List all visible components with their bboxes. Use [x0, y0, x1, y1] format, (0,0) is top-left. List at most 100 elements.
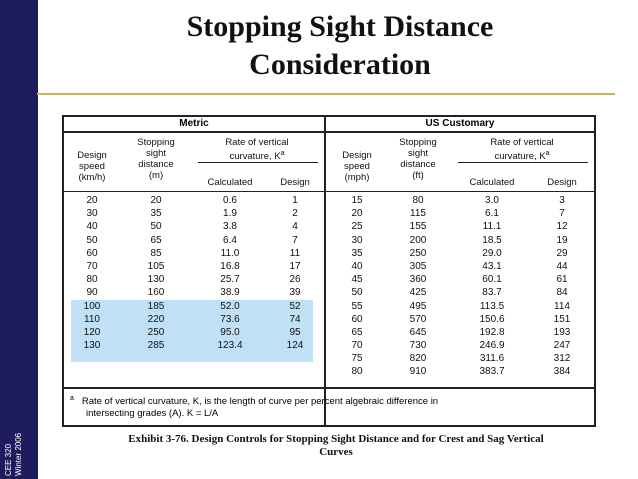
table-cell: 2 [292, 208, 298, 220]
table-cell: 65 [150, 234, 162, 246]
table-cell: 90 [86, 287, 98, 299]
metric-panel: Metric Design speed (km/h) Stopping sigh… [64, 117, 326, 425]
table-cell: 30 [351, 234, 363, 246]
header-text: Design [342, 150, 372, 161]
slide-title-line2: Consideration [249, 48, 431, 81]
table-cell: 220 [147, 313, 165, 325]
table-cell: 75 [351, 353, 363, 365]
course-code: CEE 320 [4, 443, 13, 476]
us-customary-panel: US Customary Design speed (mph) Stopping… [326, 117, 594, 425]
table-cell: 360 [409, 274, 427, 286]
table-cell: 311.6 [479, 353, 505, 365]
table-cell: 65 [351, 326, 363, 338]
metric-calc-header: Calculated [207, 177, 253, 188]
course-term: Winter 2006 [14, 432, 23, 476]
table-cell: 40 [86, 221, 98, 233]
table-cell: 100 [83, 300, 101, 312]
header-text: Stopping [399, 137, 437, 148]
table-cell: 130 [83, 340, 101, 352]
table-cell: 11.0 [220, 247, 240, 259]
us-rate-header: Rate of vertical curvature, Ka [454, 137, 590, 162]
table-cell: 7 [292, 234, 298, 246]
table-cell: 285 [147, 340, 165, 352]
table-cell: 3 [559, 195, 565, 206]
table-cell: 1.9 [223, 208, 237, 220]
header-text: curvature, Ka [194, 148, 320, 162]
table-cell: 39 [289, 287, 301, 299]
table-cell: 20 [86, 195, 98, 206]
table-cell: 43.1 [482, 260, 502, 272]
footnote-marker: a [545, 150, 550, 157]
header-text: sight [407, 148, 429, 159]
caption-line2: Curves [319, 446, 353, 458]
table-cell: 35 [351, 247, 363, 259]
table-cell: 120 [83, 326, 101, 338]
us-speed-header: Design speed (mph) [330, 150, 384, 183]
rate-underline [198, 162, 318, 163]
table-footnote: a Rate of vertical curvature, K, is the … [64, 387, 594, 425]
table-cell: 192.8 [479, 326, 505, 338]
table-cell: 250 [147, 326, 165, 338]
slide-title-line1: Stopping Sight Distance [186, 10, 494, 43]
table-cell: 18.5 [482, 234, 502, 246]
table-cell: 11 [289, 247, 301, 259]
table-cell: 25 [351, 221, 363, 233]
table-cell: 312 [553, 353, 571, 365]
rate-underline [458, 162, 588, 163]
table-cell: 50 [86, 234, 98, 246]
table-cell: 384 [553, 366, 571, 378]
header-text: curvature, K [494, 151, 546, 163]
table-cell: 60.1 [482, 274, 502, 286]
header-text: distance [138, 159, 174, 170]
table-cell: 0.6 [223, 195, 237, 206]
table-cell: 150.6 [479, 313, 505, 325]
table-cell: 29 [556, 247, 568, 259]
header-text: (mph) [344, 172, 370, 183]
us-section-header: US Customary [326, 117, 594, 133]
highlight-band [71, 300, 313, 362]
table-cell: 50 [150, 221, 162, 233]
us-ssd-header: Stopping sight distance (ft) [388, 137, 448, 181]
table-cell: 70 [86, 260, 98, 272]
metric-calc-column: 0.6 1.9 3.8 6.4 11.0 16.8 25.7 38.9 52.0 73.6 95.0… [194, 194, 266, 352]
table-cell: 95.0 [220, 326, 240, 338]
header-text: Design [77, 150, 107, 161]
table-cell: 17 [289, 260, 301, 272]
table-cell: 60 [86, 247, 98, 259]
table-cell: 80 [86, 274, 98, 286]
table-cell: 30 [86, 208, 98, 220]
table-cell: 155 [409, 221, 427, 233]
table-cell: 19 [556, 234, 568, 246]
table-cell: 26 [289, 274, 301, 286]
table-cell: 55 [351, 300, 363, 312]
table-cell: 124 [286, 340, 304, 352]
header-text: (ft) [412, 170, 424, 181]
table-cell: 114 [554, 300, 570, 312]
table-cell: 83.7 [482, 287, 502, 299]
table-cell: 105 [147, 260, 165, 272]
table-cell: 35 [150, 208, 162, 220]
table-cell: 74 [289, 313, 301, 325]
table-cell: 305 [409, 260, 427, 272]
table-cell: 730 [409, 340, 427, 352]
table-cell: 44 [556, 260, 568, 272]
us-design-column: 3 7 12 19 29 44 61 84 114 151 193 247 312 384 [534, 194, 590, 379]
table-cell: 115 [410, 208, 426, 220]
table-cell: 52 [289, 300, 301, 312]
us-ssd-column: 80 115 155 200 250 305 360 425 495 570 645 730 820 91… [388, 194, 448, 379]
footnote-line1: a Rate of vertical curvature, K, is the … [70, 393, 588, 408]
metric-design-column: 1 2 4 7 11 17 26 39 52 74 95 124 [268, 194, 322, 352]
table-cell: 40 [351, 260, 363, 272]
table-cell: 193 [553, 326, 571, 338]
header-text: speed [79, 161, 105, 172]
metric-ssd-column: 20 35 50 65 85 105 130 160 185 220 250 285 [126, 194, 186, 352]
divider-accent [15, 90, 37, 95]
table-cell: 29.0 [482, 247, 502, 259]
table-cell: 73.6 [220, 313, 240, 325]
table-cell: 52.0 [220, 300, 240, 312]
us-calc-column: 3.0 6.1 11.1 18.5 29.0 43.1 60.1 83.7 113.5 150.6… [452, 194, 532, 379]
metric-design-header: Design [280, 177, 310, 188]
table-cell: 383.7 [479, 366, 505, 378]
course-label: CEE 320 Winter 2006 [4, 386, 24, 476]
header-text: curvature, K [229, 151, 281, 163]
